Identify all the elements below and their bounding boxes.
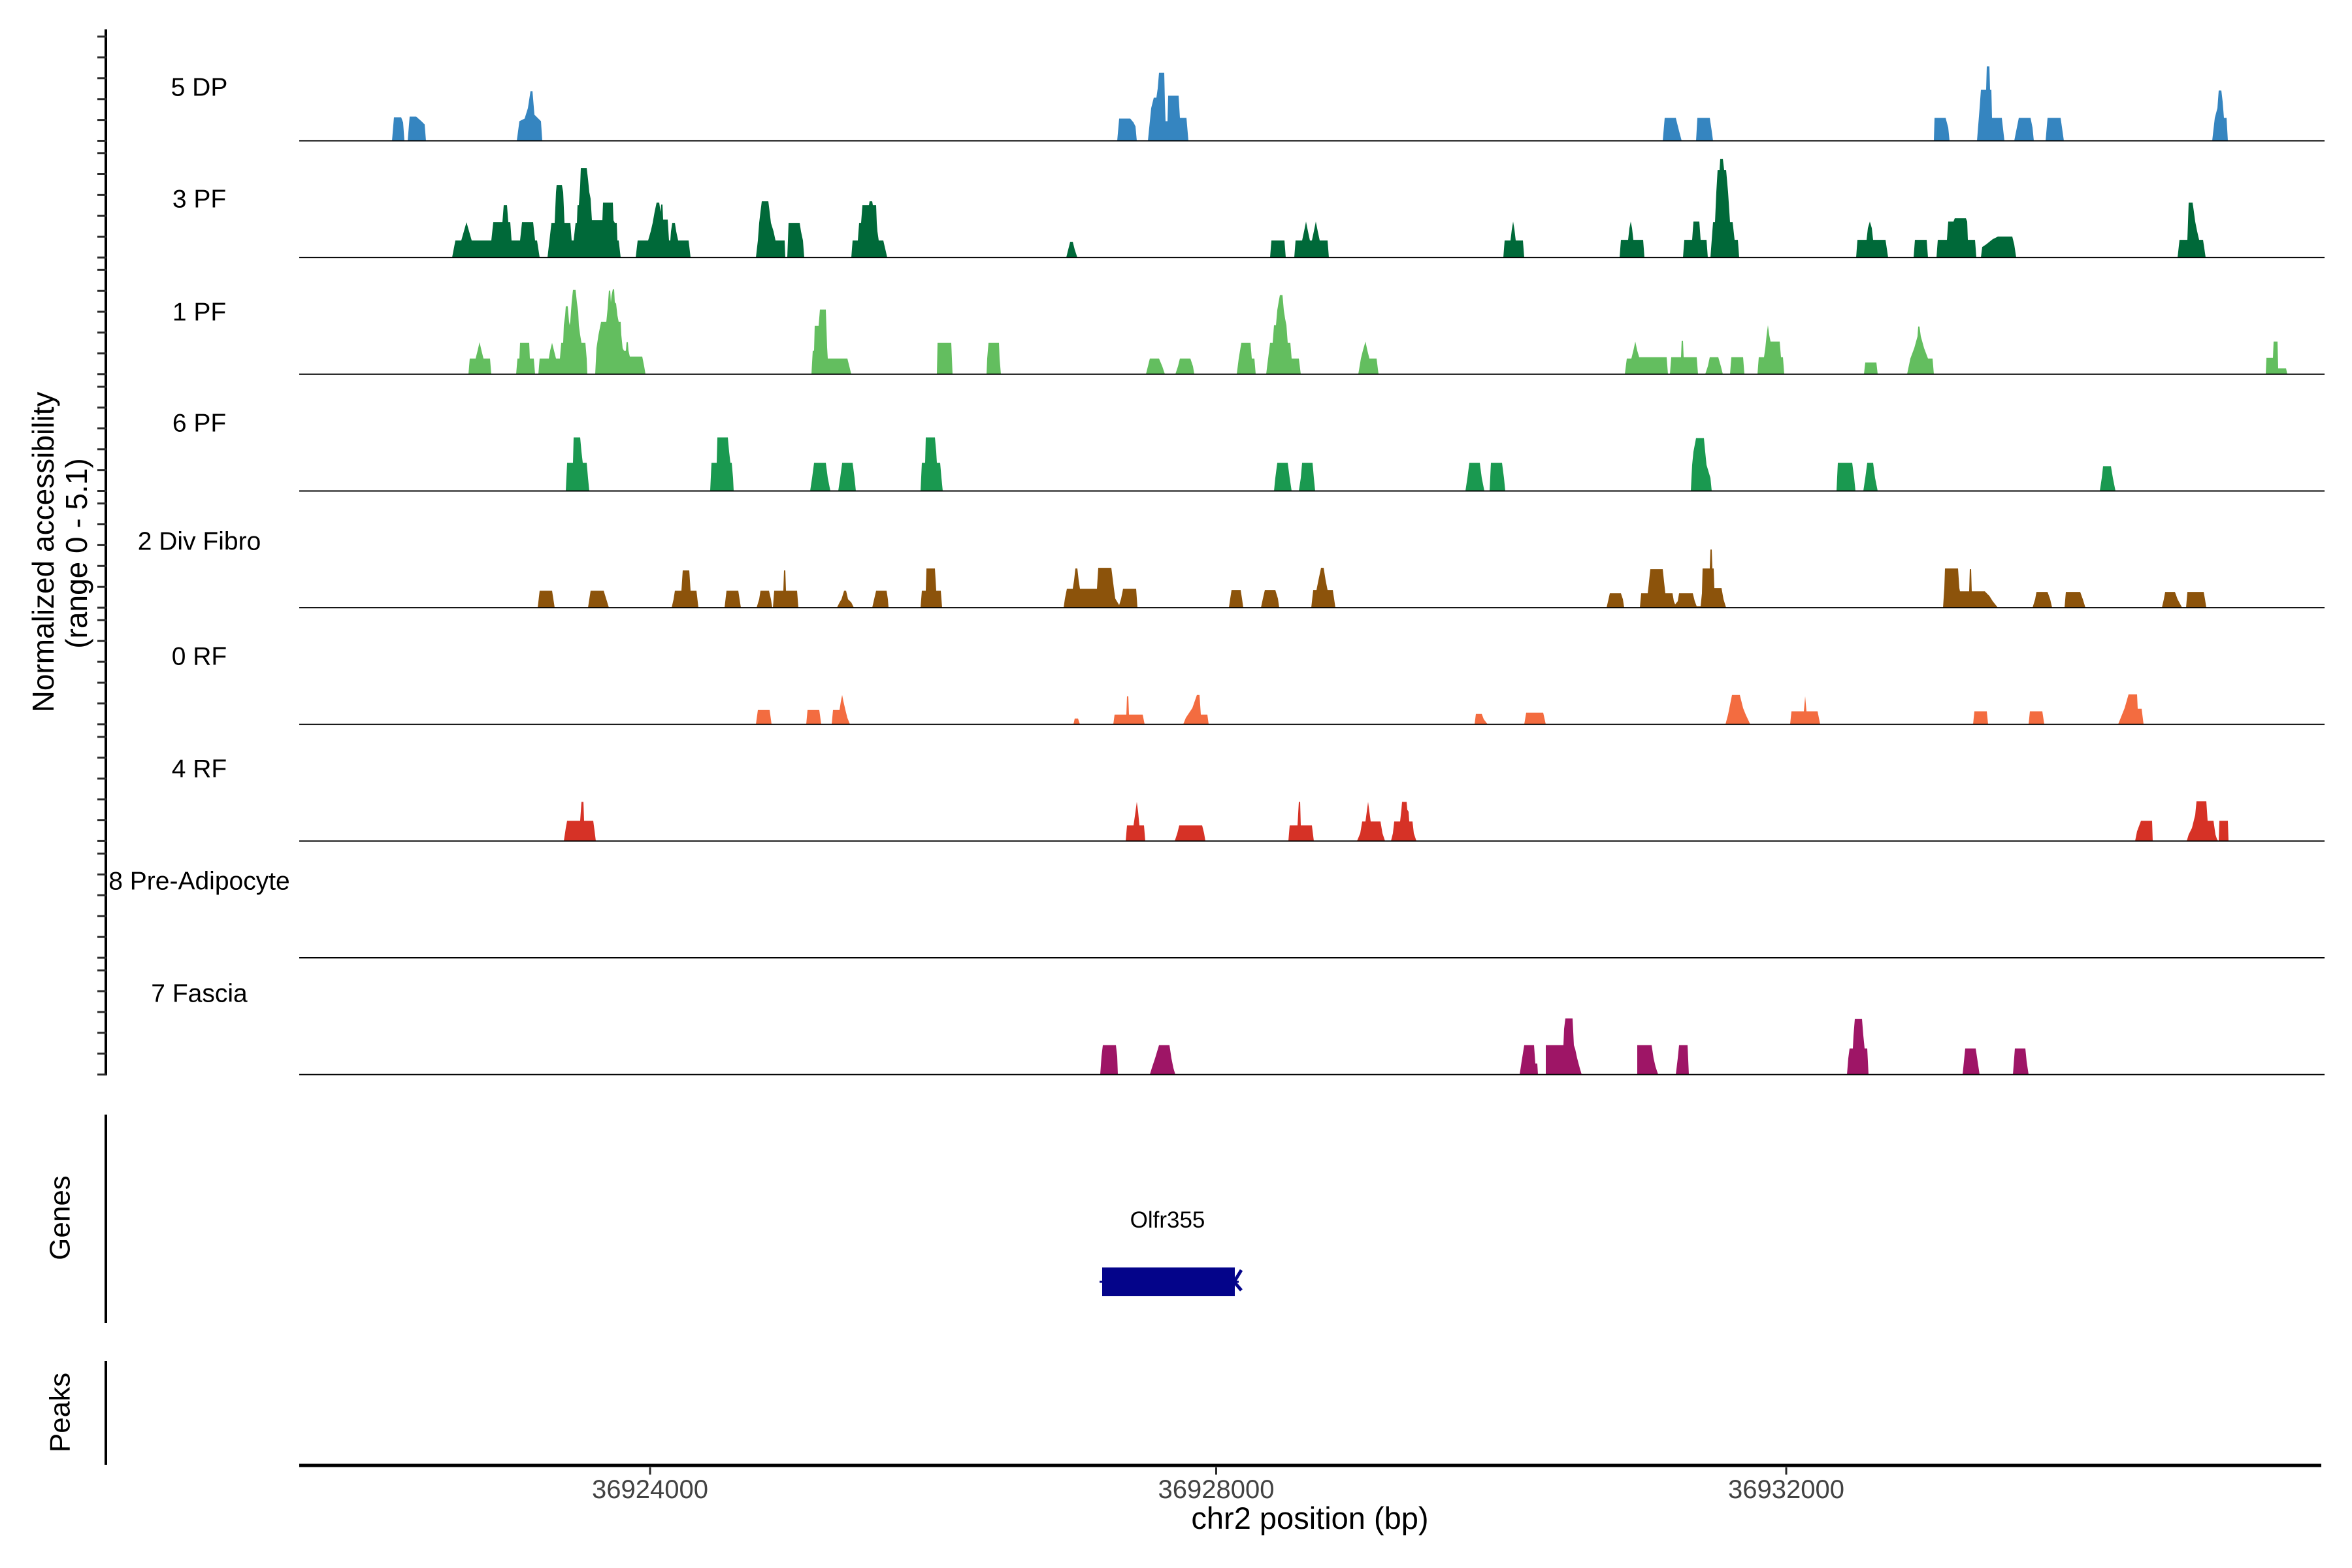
svg-text:3 PF: 3 PF: [172, 186, 226, 214]
svg-text:36932000: 36932000: [1728, 1475, 1844, 1504]
svg-text:5 DP: 5 DP: [171, 74, 228, 102]
svg-text:Normalized accessibility: Normalized accessibility: [26, 392, 60, 713]
svg-text:7 Fascia: 7 Fascia: [151, 980, 248, 1008]
svg-text:(range 0 - 5.1): (range 0 - 5.1): [59, 458, 93, 648]
svg-text:chr2 position (bp): chr2 position (bp): [1191, 1501, 1428, 1535]
svg-text:Peaks: Peaks: [44, 1373, 76, 1452]
svg-text:Genes: Genes: [44, 1175, 76, 1260]
svg-text:4 RF: 4 RF: [172, 755, 227, 783]
svg-text:6 PF: 6 PF: [172, 410, 226, 438]
svg-text:36924000: 36924000: [592, 1475, 708, 1504]
svg-text:1 PF: 1 PF: [172, 299, 226, 327]
svg-text:8 Pre-Adipocyte: 8 Pre-Adipocyte: [108, 868, 289, 896]
svg-text:36928000: 36928000: [1158, 1475, 1275, 1504]
svg-text:0 RF: 0 RF: [172, 643, 227, 671]
svg-text:2 Div Fibro: 2 Div Fibro: [138, 528, 261, 556]
svg-text:Olfr355: Olfr355: [1130, 1207, 1205, 1233]
